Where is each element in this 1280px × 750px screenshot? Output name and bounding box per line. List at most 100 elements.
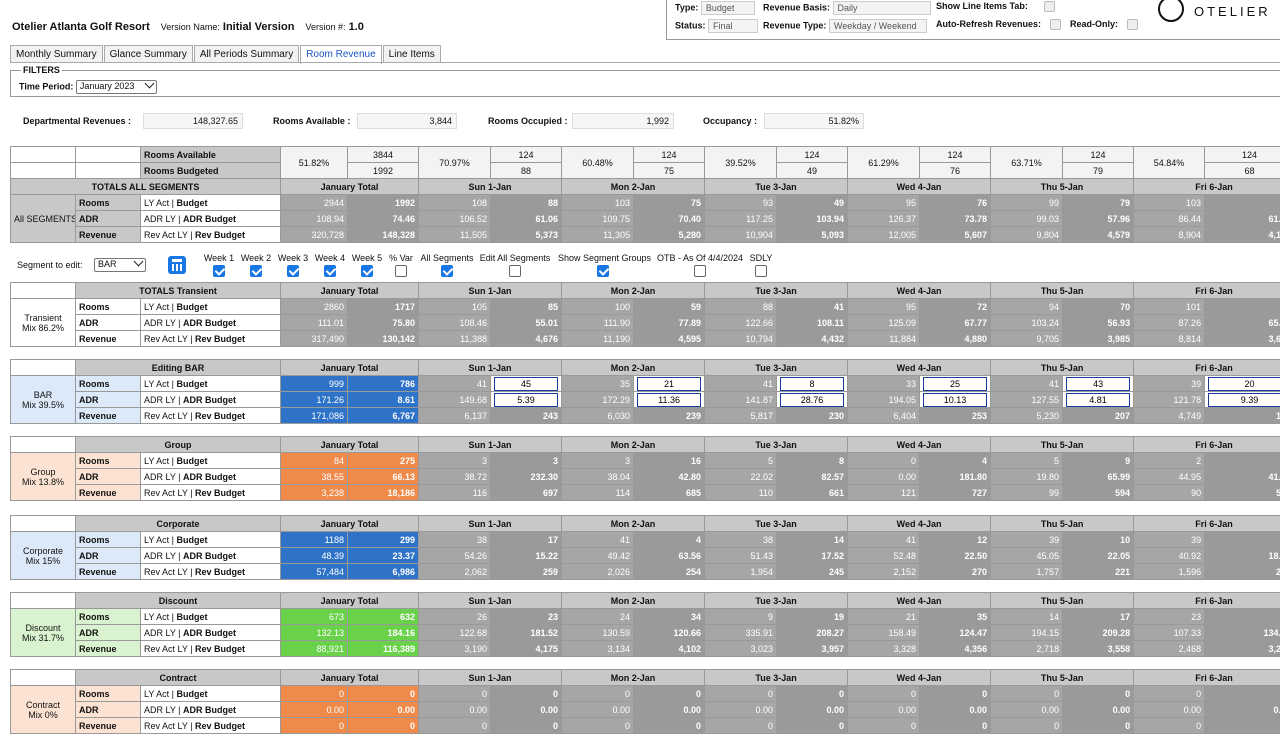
sub-label-ly: LY Act | bbox=[144, 455, 177, 466]
option-checkbox[interactable] bbox=[361, 265, 373, 277]
col-title-thu: Thu 5-Jan bbox=[990, 592, 1135, 609]
option-checkbox[interactable] bbox=[441, 265, 453, 277]
tab-all-periods-summary[interactable]: All Periods Summary bbox=[193, 45, 300, 63]
col-title-wed: Wed 4-Jan bbox=[847, 282, 992, 299]
budget-input-value[interactable]: 5.39 bbox=[494, 392, 559, 407]
budget-input-value[interactable]: 25 bbox=[923, 376, 988, 391]
tab-glance-summary[interactable]: Glance Summary bbox=[103, 45, 193, 63]
segment-select[interactable]: BAR bbox=[94, 256, 146, 272]
thu-rooms-budget-input[interactable]: 43 bbox=[1062, 375, 1135, 392]
fri-adr-budget-input[interactable]: 9.39 bbox=[1204, 391, 1280, 408]
option-checkbox[interactable] bbox=[395, 265, 407, 277]
total-revenue-budget: 130,142 bbox=[346, 330, 420, 347]
budget-input-value[interactable]: 20 bbox=[1208, 376, 1280, 391]
budget-input-value[interactable]: 9.39 bbox=[1208, 392, 1280, 407]
sun-revenue-ly: 116 bbox=[418, 484, 492, 501]
col-title-mon: Mon 2-Jan bbox=[561, 436, 706, 453]
corporate-segment-cell: Corporate Mix 15% bbox=[10, 531, 76, 580]
thu-adr-budget-input[interactable]: 4.81 bbox=[1062, 391, 1135, 408]
rooms-occ-label: Rooms Occupied : bbox=[488, 116, 568, 126]
budget-input-value[interactable]: 11.36 bbox=[637, 392, 702, 407]
blank-cell bbox=[10, 146, 76, 163]
mon-adr-budget: 63.56 bbox=[633, 547, 706, 564]
tab-line-items[interactable]: Line Items bbox=[382, 45, 441, 63]
sub-label-ly: LY Act | bbox=[144, 197, 177, 208]
show-line-items-checkbox[interactable] bbox=[1044, 1, 1056, 13]
auto-refresh-checkbox[interactable] bbox=[1049, 19, 1061, 31]
revenue-sub-label: Rev Act LY | Rev Budget bbox=[139, 717, 282, 734]
read-only-label: Read-Only: bbox=[1070, 19, 1119, 29]
corporate-rooms-row: Corporate Mix 15% Rooms LY Act | Budget 1188… bbox=[10, 531, 1280, 580]
option-checkbox[interactable] bbox=[509, 265, 521, 277]
mon-adr-budget-input[interactable]: 11.36 bbox=[633, 391, 706, 408]
tue-adr-ly: 122.66 bbox=[704, 314, 778, 331]
mon-rooms-budget-input[interactable]: 21 bbox=[633, 375, 706, 392]
option-checkbox[interactable] bbox=[287, 265, 299, 277]
total-adr-budget: 184.16 bbox=[347, 624, 420, 641]
rooms-budgeted-row: Rooms Budgeted 1992 88 75 49 76 79 68 bbox=[10, 162, 1280, 179]
segment-mix: Mix 39.5% bbox=[21, 399, 65, 410]
option-checkbox[interactable] bbox=[694, 265, 706, 277]
discount-segment-cell: Discount Mix 31.7% bbox=[10, 608, 76, 657]
wed-rooms-budget: 4 bbox=[919, 452, 992, 469]
total-adr-ly: 108.94 bbox=[280, 210, 348, 227]
thu-revenue-ly: 99 bbox=[990, 484, 1064, 501]
budget-input-value[interactable]: 4.81 bbox=[1066, 392, 1131, 407]
budget-input-value[interactable]: 43 bbox=[1066, 376, 1131, 391]
budget-input-value[interactable]: 28.76 bbox=[780, 392, 845, 407]
option-checkbox[interactable] bbox=[213, 265, 225, 277]
tue-adr-budget-input[interactable]: 28.76 bbox=[776, 391, 849, 408]
thu-adr-ly: 99.03 bbox=[990, 210, 1063, 227]
occ-pct-wed: 61.29% bbox=[847, 146, 920, 179]
total-rooms-budget: 299 bbox=[347, 531, 420, 548]
occ-pct-thu: 63.71% bbox=[990, 146, 1063, 179]
col-title-total: January Total bbox=[279, 436, 420, 453]
tue-rooms-budget-input[interactable]: 8 bbox=[776, 375, 849, 392]
otelier-logo-text: OTELIER bbox=[1194, 4, 1271, 19]
option-checkbox[interactable] bbox=[597, 265, 609, 277]
thu-revenue-ly: 9,804 bbox=[990, 226, 1063, 243]
option-checkbox[interactable] bbox=[755, 265, 767, 277]
occ-pct-fri: 54.84% bbox=[1133, 146, 1205, 179]
option-checkbox[interactable] bbox=[250, 265, 262, 277]
sub-label-budget: ADR Budget bbox=[183, 704, 237, 715]
sub-label-budget: Budget bbox=[176, 378, 208, 389]
blank-cell bbox=[10, 282, 76, 299]
fri-revenue-budget: 3,231 bbox=[1204, 640, 1280, 657]
read-only-checkbox[interactable] bbox=[1126, 19, 1138, 31]
budget-input-value[interactable]: 10.13 bbox=[923, 392, 988, 407]
version-num: 1.0 bbox=[348, 21, 364, 33]
tue-rooms-budget: 49 bbox=[776, 194, 848, 211]
sun-adr-budget-input[interactable]: 5.39 bbox=[490, 391, 563, 408]
fri-rooms-ly: 23 bbox=[1133, 608, 1206, 625]
col-title-tue: Tue 3-Jan bbox=[704, 282, 849, 299]
time-period-select[interactable]: January 2023 bbox=[75, 78, 158, 94]
revenue-type-label: Revenue Type: bbox=[763, 20, 827, 31]
wed-rooms-budget-input[interactable]: 25 bbox=[919, 375, 992, 392]
tue-rooms-budget: 8 bbox=[776, 452, 849, 469]
sun-rooms-budget-input[interactable]: 45 bbox=[490, 375, 563, 392]
total-revenue-ly: 88,921 bbox=[280, 640, 349, 657]
revenue-sub-label: Rev Act LY | Rev Budget bbox=[140, 330, 281, 347]
tab-room-revenue[interactable]: Room Revenue bbox=[300, 45, 382, 64]
thu-rooms-ly: 5 bbox=[990, 452, 1064, 469]
sub-label-ly: Rev Act LY | bbox=[144, 229, 196, 240]
tab-monthly-summary[interactable]: Monthly Summary bbox=[10, 45, 103, 63]
mon-adr-ly: 38.04 bbox=[561, 468, 635, 485]
budgeted-fri: 68 bbox=[1204, 162, 1280, 179]
budget-input-value[interactable]: 45 bbox=[494, 376, 559, 391]
mon-revenue-ly: 114 bbox=[561, 484, 635, 501]
wed-rooms-budget: 76 bbox=[919, 194, 991, 211]
option-checkbox[interactable] bbox=[324, 265, 336, 277]
occ-pct-sun: 70.97% bbox=[418, 146, 491, 179]
fri-rooms-budget-input[interactable]: 20 bbox=[1204, 375, 1280, 392]
budget-input-value[interactable]: 21 bbox=[637, 376, 702, 391]
wed-adr-ly: 126.37 bbox=[847, 210, 920, 227]
fri-rooms-budget: 13 bbox=[1204, 452, 1280, 469]
option-3: Week 4 bbox=[285, 253, 375, 279]
calculator-icon[interactable] bbox=[168, 256, 186, 274]
fri-rooms-ly: 39 bbox=[1133, 531, 1206, 548]
budget-input-value[interactable]: 8 bbox=[780, 376, 845, 391]
wed-adr-budget-input[interactable]: 10.13 bbox=[919, 391, 992, 408]
sun-rooms-ly: 108 bbox=[418, 194, 491, 211]
